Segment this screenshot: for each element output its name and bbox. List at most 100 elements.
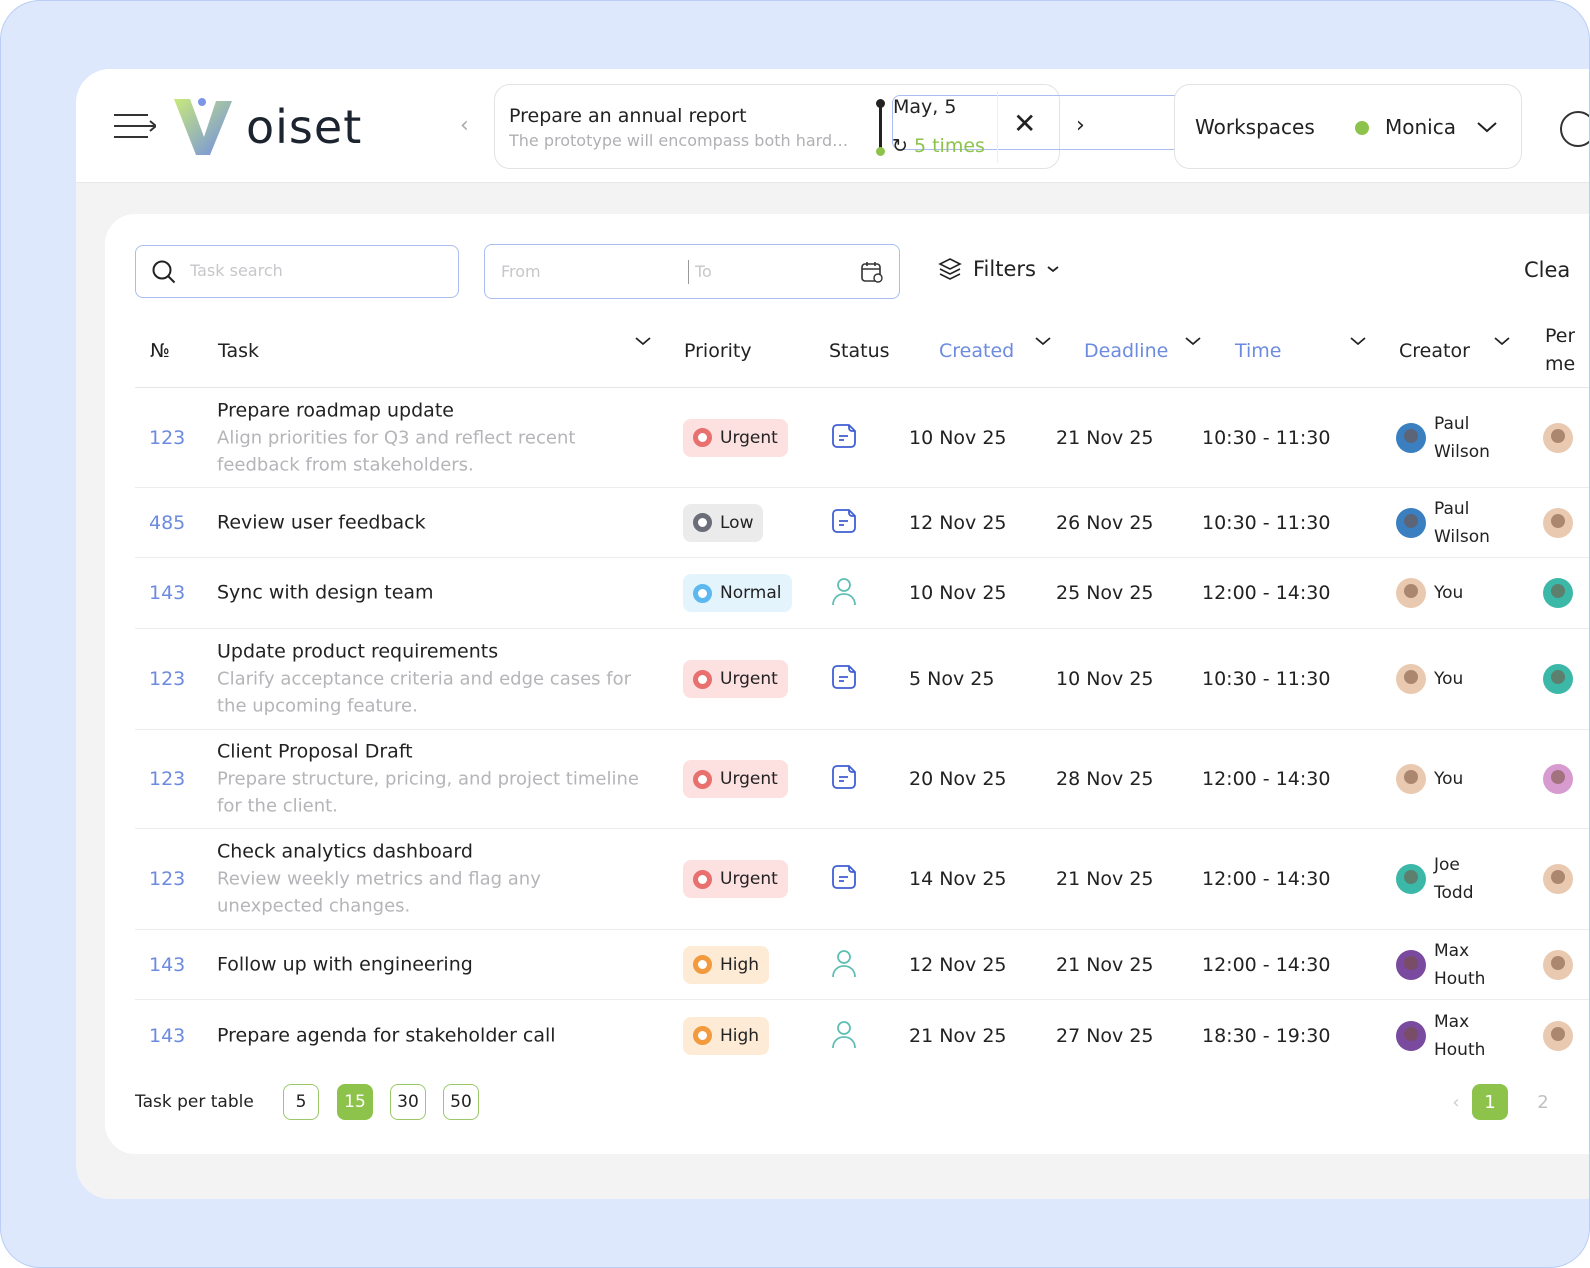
clear-button[interactable]: Clea: [1524, 258, 1571, 282]
document-icon[interactable]: [831, 507, 859, 539]
creator-name: Joe Todd: [1434, 855, 1474, 903]
calendar-icon[interactable]: [860, 260, 884, 284]
user-icon[interactable]: [831, 1019, 857, 1053]
profile-button[interactable]: [1560, 111, 1589, 147]
creator[interactable]: Joe Todd: [1396, 851, 1504, 907]
table-row[interactable]: 485 Review user feedback Low 12 Nov 25 2…: [135, 488, 1589, 558]
task-number[interactable]: 123: [149, 426, 186, 449]
priority-dot-icon: [693, 1026, 712, 1045]
table-row[interactable]: 123 Prepare roadmap update Align prioriti…: [135, 388, 1589, 488]
task-cell[interactable]: Check analytics dashboard Review weekly m…: [217, 839, 647, 920]
task-cell[interactable]: Prepare roadmap update Align priorities f…: [217, 397, 647, 478]
creator[interactable]: Max Houth: [1396, 937, 1504, 993]
task-cell[interactable]: Sync with design team: [217, 580, 647, 607]
performer[interactable]: [1543, 949, 1573, 980]
user-icon[interactable]: [831, 576, 857, 610]
per-table-option[interactable]: 50: [443, 1084, 479, 1120]
prev-page-button[interactable]: ‹: [1452, 1091, 1460, 1113]
table-row[interactable]: 143 Follow up with engineering High 12 N…: [135, 930, 1589, 1000]
table-row[interactable]: 123 Check analytics dashboard Review week…: [135, 829, 1589, 930]
table-row[interactable]: 123 Client Proposal Draft Prepare structu…: [135, 730, 1589, 829]
task-number[interactable]: 123: [149, 768, 186, 790]
from-date-input[interactable]: [501, 262, 671, 281]
task-description: Align priorities for Q3 and reflect rece…: [217, 427, 576, 475]
task-number[interactable]: 123: [149, 668, 186, 690]
creator[interactable]: You: [1396, 764, 1504, 794]
column-header-status[interactable]: Status: [829, 340, 890, 362]
date-range-picker[interactable]: [484, 244, 900, 299]
performer[interactable]: [1543, 422, 1573, 453]
table-row[interactable]: 143 Sync with design team Normal 10 Nov …: [135, 558, 1589, 629]
column-header-created[interactable]: Created: [939, 340, 1015, 362]
per-table-option[interactable]: 30: [390, 1084, 426, 1120]
table-row[interactable]: 123 Update product requirements Clarify a…: [135, 629, 1589, 730]
task-cell[interactable]: Update product requirements Clarify accep…: [217, 639, 647, 720]
user-icon[interactable]: [831, 948, 857, 982]
document-icon[interactable]: [831, 422, 859, 454]
task-number[interactable]: 143: [149, 582, 186, 604]
task-description: Prepare structure, pricing, and project …: [217, 768, 639, 817]
search-input[interactable]: [190, 261, 440, 280]
task-cell[interactable]: Review user feedback: [217, 509, 647, 536]
avatar: [1396, 1020, 1426, 1051]
column-header-deadline[interactable]: Deadline: [1084, 340, 1169, 362]
performer[interactable]: [1543, 1020, 1573, 1051]
priority-badge: High: [683, 1016, 770, 1055]
column-header-performer[interactable]: Per me: [1545, 325, 1575, 375]
workspace-selector[interactable]: Workspaces Monica: [1174, 84, 1522, 169]
performer[interactable]: [1543, 764, 1573, 794]
deadline-date: 10 Nov 25: [1056, 668, 1154, 690]
performer[interactable]: [1543, 664, 1573, 694]
creator[interactable]: You: [1396, 664, 1504, 694]
logo[interactable]: oiset: [172, 97, 362, 157]
table-row[interactable]: 143 Prepare agenda for stakeholder call …: [135, 1000, 1589, 1071]
column-header-time[interactable]: Time: [1235, 340, 1282, 362]
task-cell[interactable]: Client Proposal Draft Prepare structure, …: [217, 739, 647, 820]
time-range: 12:00 - 14:30: [1202, 868, 1331, 890]
next-notification-button[interactable]: ›: [1076, 113, 1085, 138]
priority-label: Urgent: [720, 427, 778, 448]
menu-icon[interactable]: [114, 113, 156, 139]
creator[interactable]: You: [1396, 578, 1504, 608]
performer[interactable]: [1543, 507, 1573, 538]
creator[interactable]: Paul Wilson: [1396, 410, 1504, 466]
task-number[interactable]: 143: [149, 953, 186, 976]
task-cell[interactable]: Follow up with engineering: [217, 951, 647, 978]
priority-badge: Normal: [683, 574, 792, 612]
column-header-priority[interactable]: Priority: [684, 340, 752, 362]
document-icon[interactable]: [831, 763, 859, 795]
time-range: 10:30 - 11:30: [1202, 426, 1331, 449]
document-icon[interactable]: [831, 863, 859, 895]
avatar: [1396, 949, 1426, 980]
document-icon[interactable]: [831, 663, 859, 695]
chevron-down-icon: [1477, 122, 1497, 133]
column-header-creator[interactable]: Creator: [1399, 340, 1470, 362]
timeline-dot: [876, 99, 885, 108]
close-icon[interactable]: ✕: [1013, 107, 1037, 140]
performer[interactable]: [1543, 864, 1573, 894]
created-date: 12 Nov 25: [909, 511, 1007, 534]
task-number[interactable]: 143: [149, 1024, 186, 1047]
task-search[interactable]: [135, 245, 459, 298]
task-number[interactable]: 485: [149, 511, 186, 534]
task-cell[interactable]: Prepare agenda for stakeholder call: [217, 1022, 647, 1049]
creator[interactable]: Paul Wilson: [1396, 495, 1504, 551]
to-date-input[interactable]: [695, 262, 835, 281]
prev-notification-button[interactable]: ‹: [460, 113, 469, 138]
divider: [997, 91, 998, 163]
per-table-option[interactable]: 5: [283, 1084, 319, 1120]
performer[interactable]: [1543, 578, 1573, 608]
per-table-option[interactable]: 15: [337, 1084, 373, 1120]
column-header-num[interactable]: №: [150, 340, 170, 362]
creator[interactable]: Max Houth: [1396, 1008, 1504, 1064]
filters-button[interactable]: Filters: [937, 256, 1060, 282]
page-button[interactable]: 2: [1537, 1091, 1549, 1113]
column-header-task[interactable]: Task: [218, 340, 260, 362]
page-button[interactable]: 1: [1472, 1084, 1508, 1120]
task-number[interactable]: 123: [149, 868, 186, 890]
created-date: 21 Nov 25: [909, 1024, 1007, 1047]
creator-name: Paul Wilson: [1434, 413, 1490, 462]
notification-card[interactable]: Prepare an annual report The prototype w…: [494, 84, 1308, 169]
priority-dot-icon: [693, 428, 712, 447]
app-window: oiset ‹ Prepare an annual report The pro…: [76, 69, 1589, 1199]
